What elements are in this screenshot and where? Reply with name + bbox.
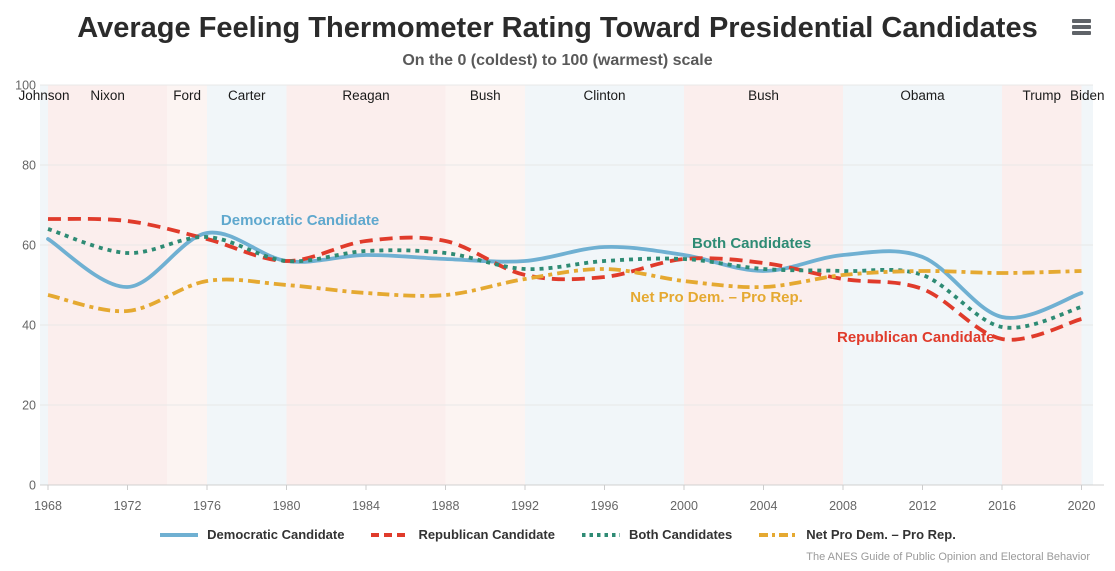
y-tick-label-0: 0 [29,479,36,493]
president-band-bush-1988 [445,85,525,485]
x-tick-label-2004: 2004 [750,499,778,513]
president-band-carter-1976 [207,85,287,485]
x-tick-label-2016: 2016 [988,499,1016,513]
export-menu-button[interactable] [1072,19,1091,35]
legend-label: Democratic Candidate [207,527,345,542]
series-label-both-candidates: Both Candidates [692,235,811,252]
president-band-nixon-1968 [48,85,168,485]
legend-item-republican-candidate[interactable]: Republican Candidate [370,527,555,542]
x-tick-label-2012: 2012 [909,499,937,513]
president-label-biden-2020: Biden [1070,88,1105,103]
series-label-republican-candidate: Republican Candidate [837,329,995,346]
series-line-republican-candidate [47,216,1083,342]
series-line-net-pro-dem-pro-rep [47,267,1082,314]
y-tick-label-100: 100 [15,79,36,93]
x-tick-label-2008: 2008 [829,499,857,513]
x-tick-label-1996: 1996 [591,499,619,513]
president-band-clinton-1992 [525,85,684,485]
y-tick-label-80: 80 [22,159,36,173]
source-caption: The ANES Guide of Public Opinion and Ele… [806,551,1090,563]
hamburger-menu-icon [1072,31,1091,35]
president-label-johnson-1968: Johnson [18,88,69,103]
chart-title: Average Feeling Thermometer Rating Towar… [77,12,1038,44]
president-label-obama-2008: Obama [900,88,945,103]
chart-subtitle: On the 0 (coldest) to 100 (warmest) scal… [402,52,713,69]
president-band-obama-2008 [843,85,1002,485]
legend-label: Both Candidates [628,527,733,542]
hamburger-menu-icon [1072,19,1091,23]
x-tick-label-1980: 1980 [273,499,301,513]
x-tick-label-2000: 2000 [670,499,698,513]
president-band-trump-2016 [1002,85,1082,485]
president-label-carter-1976: Carter [228,88,266,103]
legend-dashdot-line-icon [759,532,798,537]
president-label-bush-1988: Bush [470,88,501,103]
x-tick-label-2020: 2020 [1068,499,1096,513]
legend-label: Net Pro Dem. – Pro Rep. [806,527,956,542]
legend-label: Republican Candidate [418,527,555,542]
series-label-net-pro-dem-pro-rep: Net Pro Dem. – Pro Rep. [630,289,803,306]
president-label-bush-2000: Bush [748,88,779,103]
president-label-ford-1974: Ford [173,88,201,103]
x-tick-label-1968: 1968 [34,499,62,513]
president-label-nixon-1968: Nixon [90,88,125,103]
legend-item-democratic-candidate[interactable]: Democratic Candidate [159,527,344,542]
legend-item-both-candidates[interactable]: Both Candidates [581,527,732,542]
x-tick-label-1988: 1988 [432,499,460,513]
legend-solid-line-icon [160,532,199,537]
x-tick-label-1984: 1984 [352,499,380,513]
president-label-trump-2016: Trump [1023,88,1062,103]
legend-dashed-line-icon [371,532,410,537]
x-tick-label-1992: 1992 [511,499,539,513]
legend: Democratic Candidate Republican Candidate… [0,527,1115,542]
x-tick-label-1976: 1976 [193,499,221,513]
president-label-clinton-1992: Clinton [583,88,625,103]
legend-dotted-line-icon [581,532,620,537]
series-label-democratic-candidate: Democratic Candidate [221,212,379,229]
legend-item-net-pro-dem-pro-rep[interactable]: Net Pro Dem. – Pro Rep. [758,527,956,542]
y-tick-label-60: 60 [22,239,36,253]
y-tick-label-40: 40 [22,319,36,333]
president-band-johnson-1968 [40,85,48,485]
hamburger-menu-icon [1072,25,1091,29]
y-tick-label-20: 20 [22,399,36,413]
president-band-biden-2020 [1081,85,1093,485]
series-line-democratic-candidate [46,230,1084,320]
president-band-reagan-1980 [286,85,446,485]
president-label-reagan-1980: Reagan [342,88,389,103]
x-tick-label-1972: 1972 [114,499,142,513]
president-band-ford-1974 [167,85,208,485]
series-line-both-candidates [47,227,1083,330]
president-band-bush-2000 [684,85,843,485]
